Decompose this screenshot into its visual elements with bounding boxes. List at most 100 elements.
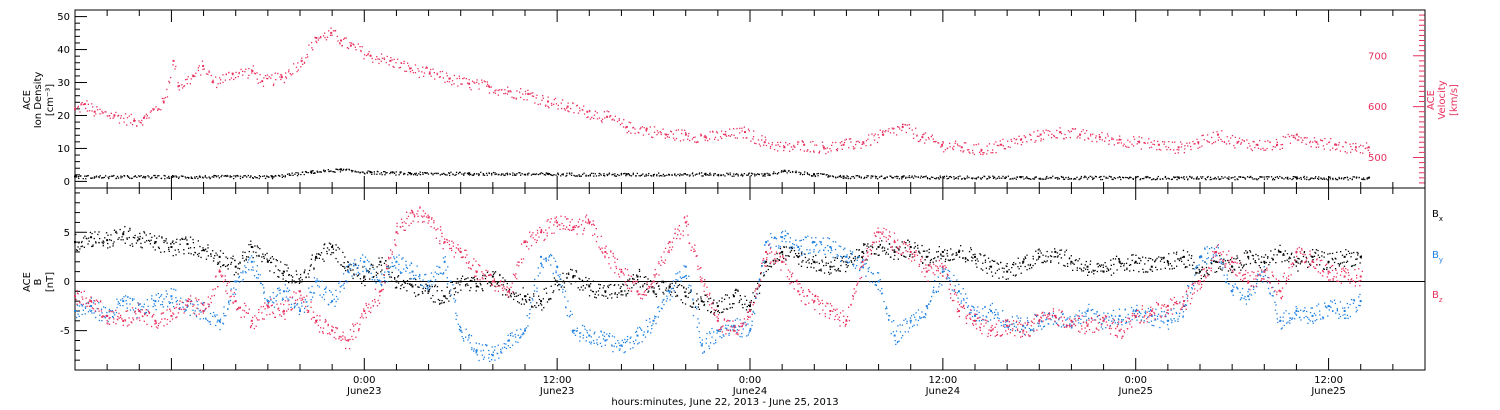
bx-sample (726, 308, 729, 310)
bx-sample (651, 287, 653, 289)
bx-sample (201, 250, 203, 252)
density-sample (1209, 178, 1211, 181)
density-sample (1107, 177, 1109, 179)
by-sample (245, 266, 247, 269)
density-sample (288, 173, 290, 175)
by-sample (173, 288, 175, 290)
velocity-sample (1158, 144, 1160, 146)
bx-sample (513, 293, 515, 295)
density-sample (620, 172, 622, 175)
velocity-sample (285, 72, 287, 74)
density-sample (1205, 179, 1207, 181)
velocity-sample (1362, 145, 1364, 147)
density-sample (618, 174, 620, 177)
density-sample (1120, 178, 1122, 181)
by-sample (263, 287, 265, 289)
by-sample (101, 320, 103, 322)
density-sample (1315, 176, 1317, 178)
density-sample (1212, 178, 1214, 180)
by-sample (375, 282, 377, 284)
density-sample (391, 171, 393, 173)
by-sample (395, 267, 397, 269)
bx-point (636, 275, 639, 278)
bx-sample (956, 254, 958, 256)
bx-sample (1263, 262, 1266, 264)
by-sample (624, 351, 626, 353)
velocity-sample (855, 143, 857, 146)
velocity-sample (381, 57, 384, 59)
density-sample (986, 178, 988, 180)
bx-sample (683, 287, 685, 289)
bx-sample (377, 272, 379, 275)
velocity-sample (868, 134, 870, 136)
density-sample (1237, 178, 1239, 181)
density-sample (142, 176, 144, 179)
bx-sample (752, 292, 754, 294)
bx-sample (895, 246, 897, 248)
density-sample (748, 173, 750, 175)
density-sample (1139, 179, 1141, 181)
bx-sample (509, 294, 512, 296)
density-sample (75, 175, 77, 177)
velocity-sample (829, 148, 831, 150)
bx-sample (700, 296, 702, 298)
by-sample (197, 308, 199, 310)
bx-sample (210, 253, 212, 255)
velocity-sample (1116, 139, 1118, 141)
by-sample (503, 343, 505, 345)
by-sample (279, 289, 282, 291)
density-sample (1260, 176, 1262, 178)
bx-sample (1327, 262, 1329, 264)
density-sample (580, 175, 582, 177)
velocity-sample (396, 58, 399, 60)
bx-sample (558, 283, 560, 286)
velocity-sample (724, 131, 727, 133)
bx-sample (1070, 255, 1072, 257)
by-sample (405, 264, 407, 266)
bx-sample (1087, 268, 1089, 271)
bx-point (1199, 270, 1201, 273)
density-sample (383, 171, 385, 173)
by-sample (430, 272, 433, 274)
bx-sample (1178, 259, 1181, 262)
velocity-sample (623, 126, 625, 128)
velocity-sample (1123, 143, 1125, 145)
bx-sample (223, 264, 225, 266)
density-sample (1304, 178, 1306, 180)
bx-sample (484, 278, 487, 280)
velocity-sample (630, 132, 632, 134)
velocity-sample (1321, 140, 1324, 142)
by-sample (463, 340, 465, 342)
bx-sample (940, 254, 942, 256)
velocity-sample (88, 110, 91, 112)
by-sample (366, 269, 368, 271)
velocity-sample (542, 97, 544, 99)
velocity-sample (919, 139, 922, 141)
density-sample (1091, 176, 1093, 178)
velocity-point (1216, 133, 1219, 136)
bx-sample (592, 280, 595, 282)
bx-sample (1353, 264, 1355, 267)
density-sample (1300, 178, 1302, 180)
by-sample (139, 303, 141, 305)
bx-sample (1290, 253, 1292, 256)
bx-sample (174, 249, 176, 251)
bx-sample (1102, 266, 1104, 268)
by-sample (559, 284, 561, 286)
velocity-sample (96, 109, 99, 111)
velocity-point (744, 131, 747, 134)
bx-sample (267, 260, 269, 262)
bx-sample (632, 274, 634, 276)
density-sample (140, 175, 142, 177)
bx-sample (572, 277, 574, 279)
bx-sample (482, 289, 484, 292)
density-sample (376, 173, 378, 175)
density-sample (528, 172, 530, 174)
density-sample (1057, 176, 1059, 179)
bx-sample (448, 292, 451, 294)
velocity-sample (621, 122, 623, 124)
by-point (732, 324, 735, 327)
bx-sample (506, 282, 508, 285)
by-sample (434, 271, 436, 273)
velocity-sample (166, 88, 168, 91)
